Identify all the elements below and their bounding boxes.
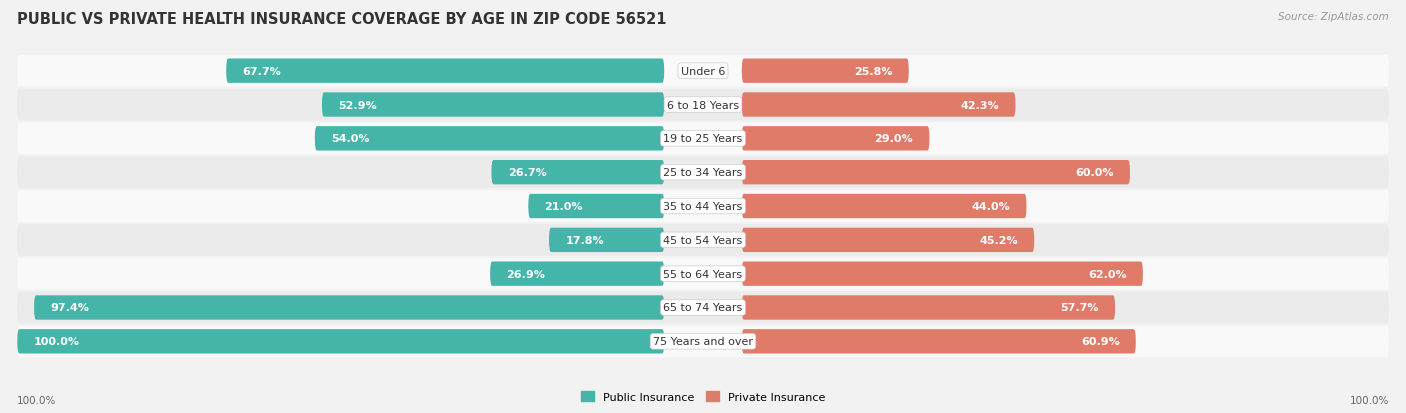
FancyBboxPatch shape [17,89,1389,121]
FancyBboxPatch shape [17,325,1389,357]
Text: 75 Years and over: 75 Years and over [652,337,754,347]
Text: 6 to 18 Years: 6 to 18 Years [666,100,740,110]
FancyBboxPatch shape [491,262,664,286]
Text: 97.4%: 97.4% [51,303,89,313]
Text: Source: ZipAtlas.com: Source: ZipAtlas.com [1278,12,1389,22]
Text: 35 to 44 Years: 35 to 44 Years [664,202,742,211]
FancyBboxPatch shape [34,296,664,320]
Text: Under 6: Under 6 [681,66,725,76]
Text: 52.9%: 52.9% [339,100,377,110]
FancyBboxPatch shape [742,228,1035,252]
Text: 100.0%: 100.0% [34,337,80,347]
Text: 45.2%: 45.2% [980,235,1018,245]
FancyBboxPatch shape [226,59,664,84]
Text: 60.9%: 60.9% [1081,337,1119,347]
Legend: Public Insurance, Private Insurance: Public Insurance, Private Insurance [581,392,825,402]
FancyBboxPatch shape [742,195,1026,218]
FancyBboxPatch shape [742,296,1115,320]
Text: 62.0%: 62.0% [1088,269,1126,279]
FancyBboxPatch shape [492,161,664,185]
FancyBboxPatch shape [17,224,1389,256]
FancyBboxPatch shape [17,329,664,354]
Text: 44.0%: 44.0% [972,202,1011,211]
Text: 17.8%: 17.8% [565,235,603,245]
Text: 54.0%: 54.0% [330,134,370,144]
FancyBboxPatch shape [742,59,908,84]
FancyBboxPatch shape [742,262,1143,286]
FancyBboxPatch shape [742,161,1130,185]
FancyBboxPatch shape [17,191,1389,222]
FancyBboxPatch shape [17,157,1389,189]
Text: 45 to 54 Years: 45 to 54 Years [664,235,742,245]
Text: 42.3%: 42.3% [960,100,1000,110]
FancyBboxPatch shape [742,93,1015,117]
Text: 55 to 64 Years: 55 to 64 Years [664,269,742,279]
FancyBboxPatch shape [322,93,664,117]
FancyBboxPatch shape [17,258,1389,290]
Text: 26.9%: 26.9% [506,269,546,279]
FancyBboxPatch shape [315,127,664,151]
FancyBboxPatch shape [742,127,929,151]
Text: 65 to 74 Years: 65 to 74 Years [664,303,742,313]
Text: 57.7%: 57.7% [1060,303,1099,313]
FancyBboxPatch shape [17,56,1389,88]
FancyBboxPatch shape [742,329,1136,354]
Text: 26.7%: 26.7% [508,168,547,178]
Text: 21.0%: 21.0% [544,202,583,211]
Text: 67.7%: 67.7% [242,66,281,76]
FancyBboxPatch shape [17,123,1389,155]
Text: 60.0%: 60.0% [1076,168,1114,178]
FancyBboxPatch shape [548,228,664,252]
FancyBboxPatch shape [529,195,664,218]
Text: 25.8%: 25.8% [853,66,893,76]
Text: PUBLIC VS PRIVATE HEALTH INSURANCE COVERAGE BY AGE IN ZIP CODE 56521: PUBLIC VS PRIVATE HEALTH INSURANCE COVER… [17,12,666,27]
Text: 19 to 25 Years: 19 to 25 Years [664,134,742,144]
Text: 25 to 34 Years: 25 to 34 Years [664,168,742,178]
Text: 100.0%: 100.0% [17,395,56,405]
Text: 100.0%: 100.0% [1350,395,1389,405]
FancyBboxPatch shape [17,292,1389,324]
Text: 29.0%: 29.0% [875,134,914,144]
